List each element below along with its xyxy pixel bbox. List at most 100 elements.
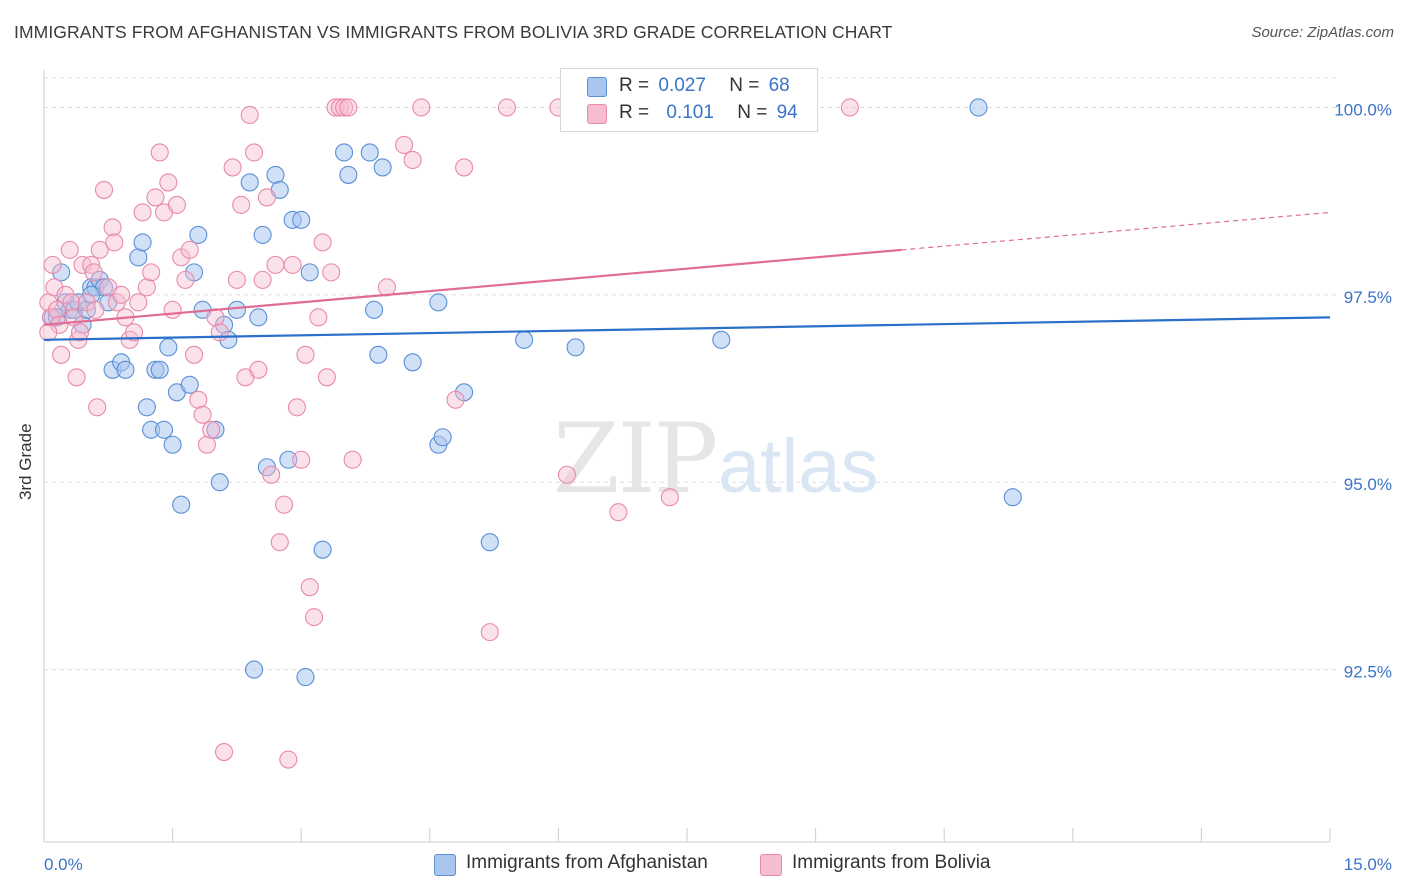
bolivia-point xyxy=(56,285,75,304)
legend-swatch-bolivia xyxy=(587,104,607,124)
bolivia-point xyxy=(322,263,341,282)
afghanistan-point xyxy=(210,473,229,492)
bottom-legend-label-bolivia: Immigrants from Bolivia xyxy=(792,852,991,873)
bolivia-point xyxy=(202,420,221,439)
afghanistan-point xyxy=(137,398,156,417)
bolivia-point xyxy=(52,345,71,364)
afghanistan-point xyxy=(360,143,379,162)
trend-lines xyxy=(43,211,1331,341)
bolivia-point xyxy=(146,188,165,207)
bolivia-point xyxy=(142,263,161,282)
legend-r-label: R = xyxy=(619,102,650,123)
bolivia-point xyxy=(210,323,229,342)
bolivia-point xyxy=(193,405,212,424)
bolivia-point xyxy=(262,465,281,484)
bolivia-point xyxy=(227,270,246,289)
afghanistan-point xyxy=(369,345,388,364)
bolivia-point xyxy=(840,98,859,117)
bolivia-point xyxy=(43,255,62,274)
afghanistan-point xyxy=(180,375,199,394)
bolivia-point xyxy=(214,743,234,762)
bolivia-point xyxy=(339,98,358,117)
afghanistan-point xyxy=(566,338,585,357)
afghanistan-point xyxy=(365,300,384,319)
bolivia-point xyxy=(137,278,156,297)
bolivia-point xyxy=(275,495,294,514)
afghanistan-point xyxy=(429,293,448,312)
bolivia-point xyxy=(244,143,264,162)
afghanistan-point xyxy=(480,533,499,552)
bolivia-point xyxy=(660,488,679,507)
trend-line-afghanistan xyxy=(43,316,1331,341)
afghanistan-point xyxy=(296,668,315,687)
chart-source: Source: ZipAtlas.com xyxy=(1251,24,1394,41)
bottom-legend-swatch-afghanistan xyxy=(434,854,456,876)
bolivia-point xyxy=(292,450,311,469)
axes xyxy=(43,70,1331,843)
bolivia-point xyxy=(249,360,268,379)
legend-r-value-bolivia: 0.101 xyxy=(666,102,714,123)
afghanistan-point xyxy=(244,660,264,679)
bolivia-point xyxy=(184,345,204,364)
bolivia-point xyxy=(94,180,114,199)
afghanistan-point xyxy=(129,248,148,267)
bolivia-point xyxy=(163,300,182,319)
chart-title: IMMIGRANTS FROM AFGHANISTAN VS IMMIGRANT… xyxy=(14,22,893,42)
afghanistan-point xyxy=(189,225,208,244)
y-tick-labels: 92.5% 95.0% 97.5% 100.0% xyxy=(1334,100,1392,681)
bolivia-point xyxy=(287,398,306,417)
bolivia-point xyxy=(103,218,122,237)
legend-n-value-bolivia: 94 xyxy=(776,102,798,123)
bolivia-point xyxy=(296,345,315,364)
y-axis-label: 3rd Grade xyxy=(16,423,35,500)
afghanistan-point xyxy=(159,338,178,357)
bolivia-point xyxy=(88,398,107,417)
afghanistan-point xyxy=(154,420,174,439)
bolivia-point xyxy=(223,158,242,177)
legend-n-label: N = xyxy=(729,75,760,96)
legend-r-label: R = xyxy=(619,75,650,96)
afghanistan-point xyxy=(313,540,332,559)
bottom-legend-label-afghanistan: Immigrants from Afghanistan xyxy=(466,852,708,873)
y-tick-label: 100.0% xyxy=(1334,100,1392,119)
bolivia-point xyxy=(90,240,109,259)
bolivia-point xyxy=(480,623,499,642)
bolivia-point xyxy=(313,233,332,252)
bolivia-point xyxy=(105,233,124,252)
bolivia-point xyxy=(67,368,86,387)
watermark-atlas: atlas xyxy=(718,424,879,509)
afghanistan-point xyxy=(339,165,358,184)
afghanistan-point xyxy=(253,225,272,244)
trend-line-bolivia-extension xyxy=(901,211,1331,251)
watermark-zip: ZIP xyxy=(553,403,716,515)
bolivia-point xyxy=(557,465,577,484)
bolivia-point xyxy=(150,143,169,162)
bolivia-point xyxy=(82,255,101,274)
bolivia-point xyxy=(395,135,414,155)
bolivia-point xyxy=(232,195,251,214)
bolivia-point xyxy=(283,255,302,274)
x-tick-labels: 0.0% 15.0% xyxy=(44,855,1392,874)
afghanistan-point xyxy=(335,143,354,162)
x-tick-label: 0.0% xyxy=(44,855,83,874)
bolivia-point xyxy=(609,503,628,522)
bolivia-point xyxy=(412,98,431,117)
afghanistan-point xyxy=(240,173,259,192)
afghanistan-point xyxy=(266,165,285,184)
bolivia-point xyxy=(176,270,195,289)
bolivia-point xyxy=(47,300,66,319)
bolivia-point xyxy=(129,293,148,312)
afghanistan-point xyxy=(712,330,731,349)
bolivia-point xyxy=(270,533,289,552)
bolivia-point xyxy=(180,240,199,259)
y-tick-label: 97.5% xyxy=(1344,288,1392,307)
x-tick-label: 15.0% xyxy=(1344,855,1392,874)
bolivia-point xyxy=(240,105,259,125)
bolivia-point xyxy=(167,195,186,214)
afghanistan-point xyxy=(150,360,169,379)
afghanistan-point xyxy=(227,300,246,319)
bolivia-point xyxy=(197,435,216,454)
bolivia-point xyxy=(112,285,131,304)
afghanistan-point xyxy=(373,158,392,177)
